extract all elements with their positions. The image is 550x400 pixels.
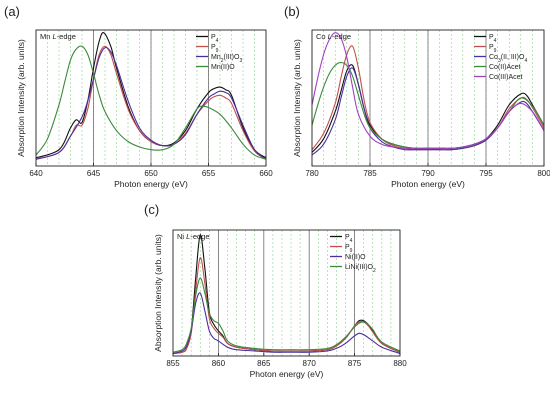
x-tick-label: 785 bbox=[363, 169, 377, 178]
series-line-4 bbox=[173, 277, 400, 353]
edge-label: Ni L-edge bbox=[177, 232, 210, 241]
y-axis-title: Absorption Intensity (arb. units) bbox=[153, 234, 163, 352]
plot-frame bbox=[172, 229, 401, 357]
chart-panel-3: (c) 855 860 865 870 875 880 Photon energy (eV) A… bbox=[144, 202, 407, 379]
x-tick-label: 640 bbox=[29, 169, 43, 178]
legend-label: P4 bbox=[345, 234, 353, 244]
x-tick-label: 875 bbox=[348, 359, 362, 368]
x-tick-label: 880 bbox=[393, 359, 407, 368]
series-group bbox=[36, 32, 266, 160]
x-axis-title: Photon energy (eV) bbox=[391, 179, 465, 189]
series-group bbox=[312, 32, 544, 156]
panel-label: (a) bbox=[4, 4, 20, 19]
x-tick-label: 790 bbox=[421, 169, 435, 178]
x-tick-label: 650 bbox=[144, 169, 158, 178]
panel-label: (c) bbox=[144, 202, 159, 217]
legend-label: P4 bbox=[211, 34, 219, 44]
x-tick-label: 860 bbox=[212, 359, 226, 368]
x-tick-label: 855 bbox=[166, 359, 180, 368]
x-axis-title: Photon energy (eV) bbox=[114, 179, 188, 189]
series-line-5 bbox=[312, 32, 544, 149]
legend-label: Ni(II)O bbox=[345, 254, 366, 261]
x-tick-label: 645 bbox=[87, 169, 101, 178]
series-line-3 bbox=[36, 46, 266, 160]
x-tick-label: 780 bbox=[305, 169, 319, 178]
series-line-3 bbox=[173, 292, 400, 355]
x-tick-label: 795 bbox=[479, 169, 493, 178]
legend-label: P4 bbox=[489, 34, 497, 44]
edge-label: Co L-edge bbox=[316, 32, 351, 41]
legend-label: LiNi(III)O2 bbox=[345, 264, 376, 274]
series-group bbox=[173, 234, 400, 355]
chart-panel-1: (a) 640 645 650 655 660 Photon energy (eV) Abso… bbox=[4, 4, 273, 189]
x-tick-label: 870 bbox=[303, 359, 317, 368]
legend-label: Mn2(III)O3 bbox=[211, 54, 242, 64]
x-axis-title: Photon energy (eV) bbox=[250, 369, 324, 379]
legend-label: P9 bbox=[211, 44, 219, 54]
edge-label: Mn L-edge bbox=[40, 32, 76, 41]
legend-label: Co(II)Acet bbox=[489, 64, 521, 71]
x-tick-label: 800 bbox=[537, 169, 550, 178]
legend-label: Mn(II)O bbox=[211, 64, 235, 71]
panel-label: (b) bbox=[284, 4, 300, 19]
series-line-4 bbox=[36, 45, 266, 160]
series-line-2 bbox=[36, 45, 266, 160]
legend-label: P9 bbox=[345, 244, 353, 254]
legend-label: P9 bbox=[489, 44, 497, 54]
y-axis-title: Absorption Intensity (arb. units) bbox=[292, 39, 302, 157]
legend-label: Co(III)Acet bbox=[489, 74, 523, 81]
x-tick-label: 655 bbox=[202, 169, 216, 178]
chart-panel-2: (b) 780 785 790 795 800 Photon energy (eV) Abso… bbox=[284, 4, 550, 189]
x-tick-label: 660 bbox=[259, 169, 273, 178]
legend-label: Co3(II, III)O4 bbox=[489, 54, 527, 64]
x-tick-label: 865 bbox=[257, 359, 271, 368]
y-axis-title: Absorption Intensity (arb. units) bbox=[16, 39, 26, 157]
